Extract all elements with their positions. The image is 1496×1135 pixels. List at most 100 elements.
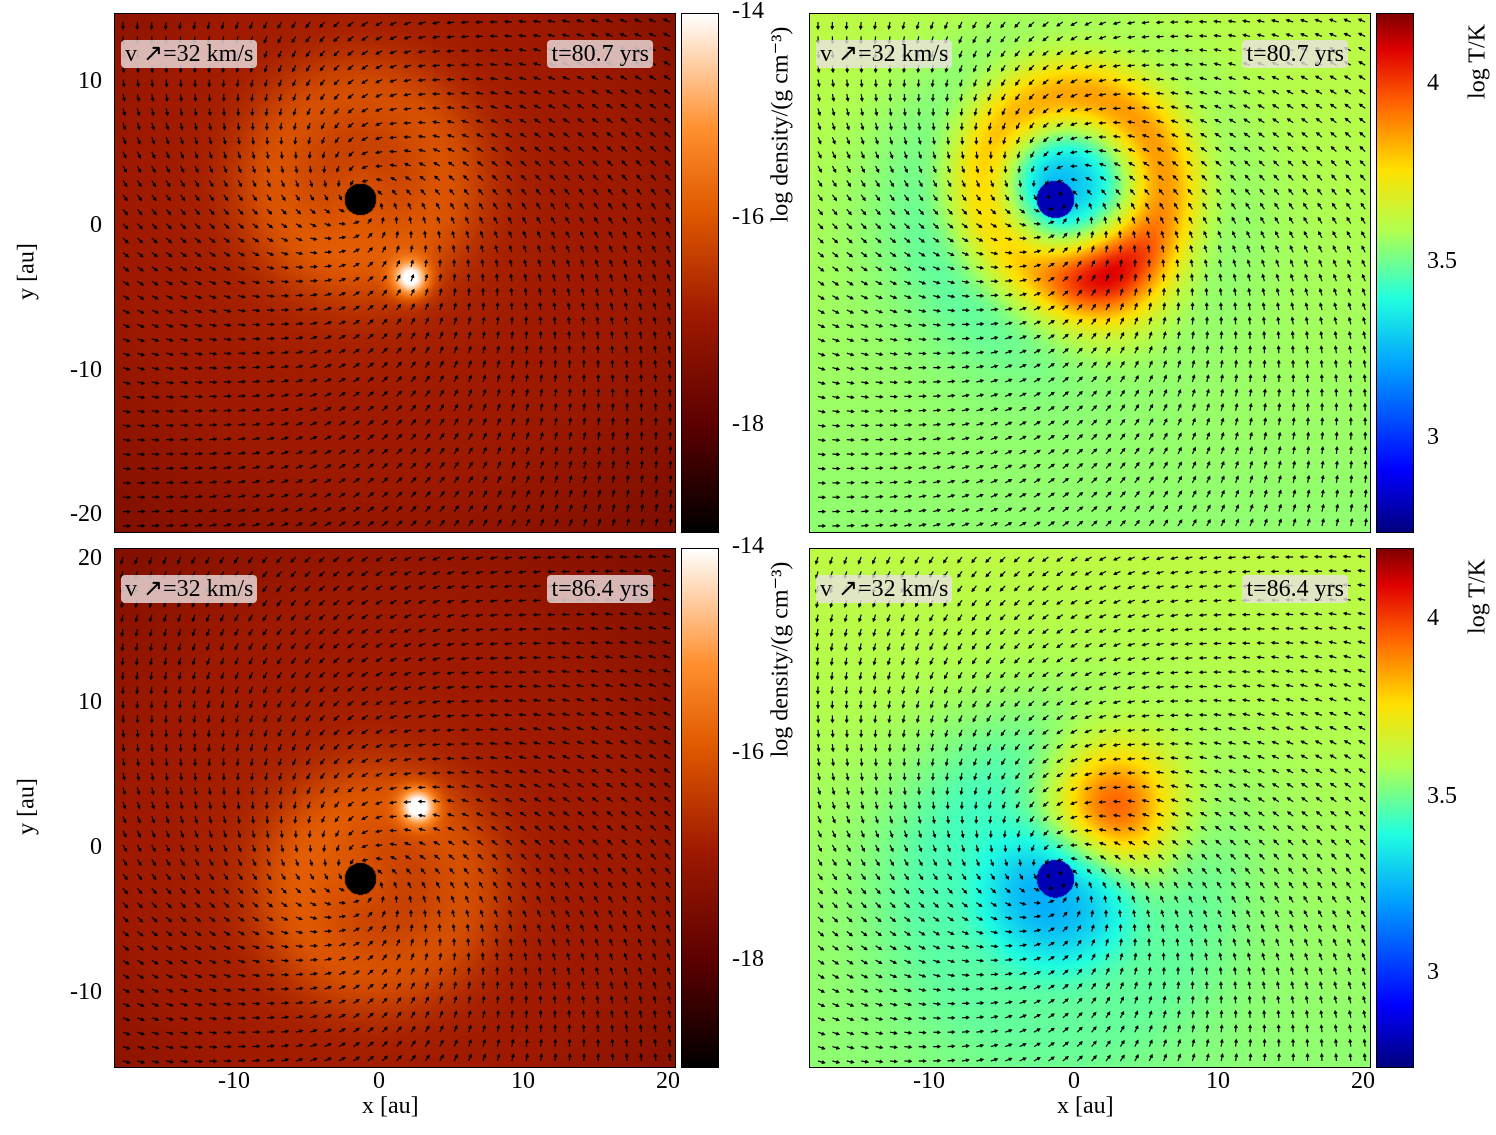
velocity-arrow (431, 49, 440, 54)
velocity-arrow (396, 491, 403, 498)
velocity-arrow (511, 489, 516, 498)
velocity-arrow (987, 743, 992, 752)
velocity-arrow (619, 754, 628, 760)
velocity-arrow (1191, 417, 1196, 426)
velocity-arrow (238, 987, 247, 992)
velocity-arrow (1134, 461, 1140, 469)
velocity-arrow (578, 188, 585, 196)
velocity-arrow (1076, 463, 1084, 469)
velocity-arrow (1112, 757, 1121, 762)
velocity-arrow (295, 450, 304, 455)
velocity-arrow (310, 957, 318, 962)
velocity-arrow (324, 222, 332, 227)
velocity-arrow (581, 1009, 586, 1018)
velocity-arrow (164, 93, 169, 102)
velocity-arrow (624, 359, 629, 368)
velocity-arrow (417, 799, 426, 804)
velocity-arrow (192, 686, 196, 695)
velocity-arrow (324, 507, 332, 513)
velocity-arrow (1014, 657, 1021, 664)
velocity-arrow (1187, 188, 1193, 196)
velocity-arrow (1098, 585, 1107, 590)
velocity-arrow (636, 853, 642, 860)
velocity-arrow (664, 839, 671, 846)
velocity-arrow (547, 33, 556, 38)
velocity-arrow (829, 628, 834, 637)
velocity-arrow (546, 569, 556, 574)
velocity-arrow (333, 743, 340, 750)
velocity-arrow (505, 839, 513, 846)
velocity-arrow (178, 729, 183, 738)
velocity-arrow (424, 360, 430, 368)
velocity-arrow (1318, 287, 1323, 296)
velocity-arrow (151, 495, 160, 500)
velocity-arrow (999, 556, 1006, 563)
velocity-arrow (333, 79, 340, 86)
velocity-arrow (134, 672, 139, 681)
velocity-arrow (361, 671, 369, 677)
velocity-arrow (381, 260, 387, 268)
velocity-arrow (446, 20, 455, 25)
velocity-arrow (1357, 668, 1366, 673)
velocity-arrow (590, 555, 599, 560)
velocity-arrow (829, 672, 834, 681)
velocity-arrow (1004, 208, 1011, 215)
velocity-arrow (1119, 360, 1125, 368)
velocity-arrow (389, 585, 397, 590)
velocity-arrow (482, 432, 487, 440)
velocity-arrow (647, 554, 656, 559)
velocity-arrow (1062, 434, 1070, 441)
velocity-arrow (194, 1059, 204, 1064)
velocity-arrow (1314, 75, 1323, 81)
velocity-arrow (663, 103, 671, 109)
velocity-arrow (1118, 230, 1122, 239)
velocity-arrow (508, 259, 513, 267)
velocity-arrow (611, 417, 615, 426)
velocity-arrow (237, 945, 246, 950)
velocity-arrow (1145, 216, 1150, 224)
velocity-arrow (830, 729, 835, 738)
velocity-arrow (889, 437, 899, 442)
velocity-arrow (1174, 230, 1179, 239)
velocity-arrow (1276, 302, 1280, 311)
velocity-arrow (944, 79, 949, 88)
velocity-arrow (122, 151, 127, 159)
velocity-arrow (266, 294, 275, 299)
velocity-arrow (375, 743, 383, 748)
velocity-arrow (122, 873, 128, 881)
velocity-arrow (292, 801, 297, 810)
velocity-arrow (1275, 273, 1280, 282)
velocity-arrow (1084, 570, 1092, 576)
velocity-arrow (151, 801, 155, 810)
velocity-arrow (295, 1057, 304, 1062)
velocity-arrow (1291, 359, 1296, 368)
velocity-arrow (209, 451, 218, 456)
velocity-arrow (194, 394, 204, 399)
velocity-arrow (1127, 799, 1135, 804)
velocity-arrow (958, 758, 963, 767)
velocity-arrow (987, 787, 992, 795)
velocity-arrow (338, 449, 346, 455)
velocity-arrow (563, 811, 570, 817)
velocity-arrow (1244, 160, 1251, 167)
velocity-arrow (396, 506, 403, 513)
velocity-arrow (1262, 345, 1267, 354)
velocity-arrow (1028, 35, 1035, 42)
velocity-arrow (504, 755, 512, 760)
velocity-arrow (375, 177, 383, 182)
velocity-arrow (1127, 813, 1135, 818)
velocity-arrow (580, 259, 585, 268)
velocity-arrow (846, 523, 855, 528)
velocity-arrow (134, 556, 138, 565)
velocity-arrow (889, 337, 898, 342)
velocity-arrow (1260, 244, 1265, 253)
velocity-arrow (817, 108, 822, 117)
velocity-arrow (135, 700, 140, 710)
velocity-arrow (424, 302, 429, 311)
velocity-arrow (338, 1014, 347, 1019)
velocity-arrow (1019, 478, 1027, 484)
velocity-arrow (590, 697, 599, 702)
velocity-arrow (453, 505, 460, 512)
velocity-arrow (389, 614, 397, 619)
velocity-arrow (1186, 160, 1193, 167)
